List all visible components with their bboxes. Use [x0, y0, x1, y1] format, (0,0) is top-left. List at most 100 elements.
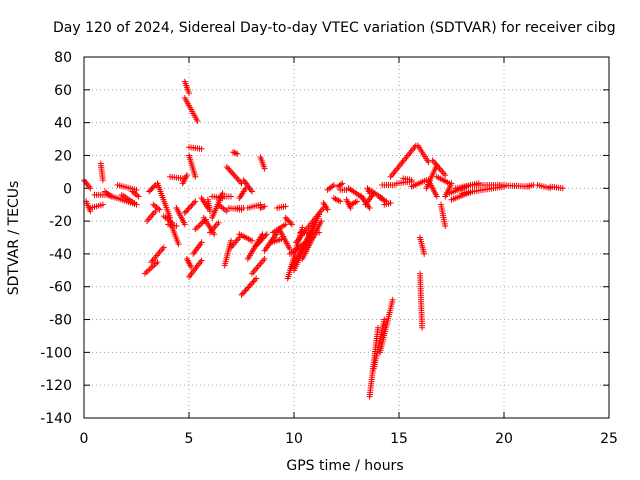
data-point [175, 241, 182, 248]
data-point [99, 177, 106, 184]
data-track [347, 198, 360, 208]
data-point [262, 232, 269, 239]
data-points [81, 78, 566, 400]
data-point [442, 172, 449, 179]
data-track [244, 201, 264, 211]
data-track [267, 236, 285, 246]
data-track [186, 257, 205, 280]
data-point [146, 188, 153, 195]
data-point [251, 277, 258, 284]
y-tick-label: 20 [54, 148, 72, 164]
data-point [183, 172, 190, 179]
x-axis-title: GPS time / hours [286, 458, 403, 474]
data-point [227, 168, 234, 175]
data-point [181, 209, 188, 216]
plot-frame [83, 56, 610, 419]
data-point [354, 198, 360, 205]
data-point [286, 218, 293, 225]
data-track [192, 216, 209, 233]
data-point [192, 198, 199, 205]
y-tick-label: -120 [40, 378, 72, 394]
data-point [231, 172, 238, 179]
data-point [282, 221, 289, 228]
data-point [339, 180, 346, 187]
data-track [141, 259, 161, 277]
data-point [233, 174, 240, 181]
data-point [183, 208, 190, 215]
data-point [259, 235, 266, 242]
data-point [238, 291, 245, 298]
data-point [253, 275, 260, 282]
data-track [186, 144, 205, 152]
data-track [469, 181, 503, 188]
data-point [263, 231, 270, 238]
data-track [190, 239, 205, 257]
data-point [387, 200, 394, 207]
data-track [91, 191, 108, 198]
data-point [285, 217, 292, 224]
data-point [366, 204, 373, 211]
data-point [421, 250, 428, 257]
data-point [215, 219, 222, 226]
data-point [87, 185, 94, 192]
data-track [81, 177, 94, 192]
data-track [293, 204, 327, 246]
data-point [257, 204, 264, 211]
data-point [258, 204, 265, 211]
data-track [165, 213, 182, 248]
data-point [241, 288, 248, 295]
data-track [240, 177, 255, 195]
data-point [194, 117, 201, 124]
data-point [260, 203, 267, 210]
data-track [183, 255, 195, 271]
data-track [179, 172, 190, 187]
y-tick-label: 0 [63, 181, 72, 197]
y-tick-label: 80 [54, 50, 72, 66]
x-tick-label: 20 [495, 431, 513, 447]
data-track [522, 181, 537, 190]
x-tick-label: 10 [285, 431, 303, 447]
data-track [83, 198, 94, 215]
data-point [186, 90, 192, 97]
data-point [207, 208, 213, 215]
data-point [148, 185, 155, 192]
data-point [257, 238, 264, 245]
data-track [118, 191, 138, 207]
data-point [255, 239, 262, 246]
data-point [223, 208, 230, 215]
data-point [425, 159, 432, 166]
y-tick-label: -60 [49, 280, 72, 296]
data-point [282, 214, 289, 221]
data-point [99, 201, 106, 208]
y-tick-label: -40 [49, 247, 72, 263]
data-track [429, 157, 449, 179]
data-point [198, 239, 205, 246]
data-point [250, 278, 257, 285]
data-point [198, 257, 205, 264]
data-point [318, 218, 325, 225]
data-point [190, 199, 197, 206]
data-point [249, 188, 255, 195]
data-track [381, 200, 394, 208]
data-track [547, 183, 566, 192]
data-track [253, 231, 270, 249]
data-point [247, 281, 254, 288]
data-track [249, 255, 268, 277]
data-track [257, 154, 268, 172]
data-point [151, 183, 158, 190]
data-track [181, 95, 201, 124]
data-track [387, 142, 419, 180]
data-point [228, 193, 234, 200]
data-track [377, 296, 396, 356]
data-point [230, 171, 237, 178]
data-point [330, 181, 337, 188]
data-point [225, 165, 232, 172]
data-point [283, 216, 290, 223]
data-point [559, 185, 566, 192]
data-track [146, 181, 159, 195]
data-track [234, 204, 247, 211]
data-track [236, 185, 249, 202]
data-track [320, 200, 331, 213]
data-point [419, 324, 426, 331]
